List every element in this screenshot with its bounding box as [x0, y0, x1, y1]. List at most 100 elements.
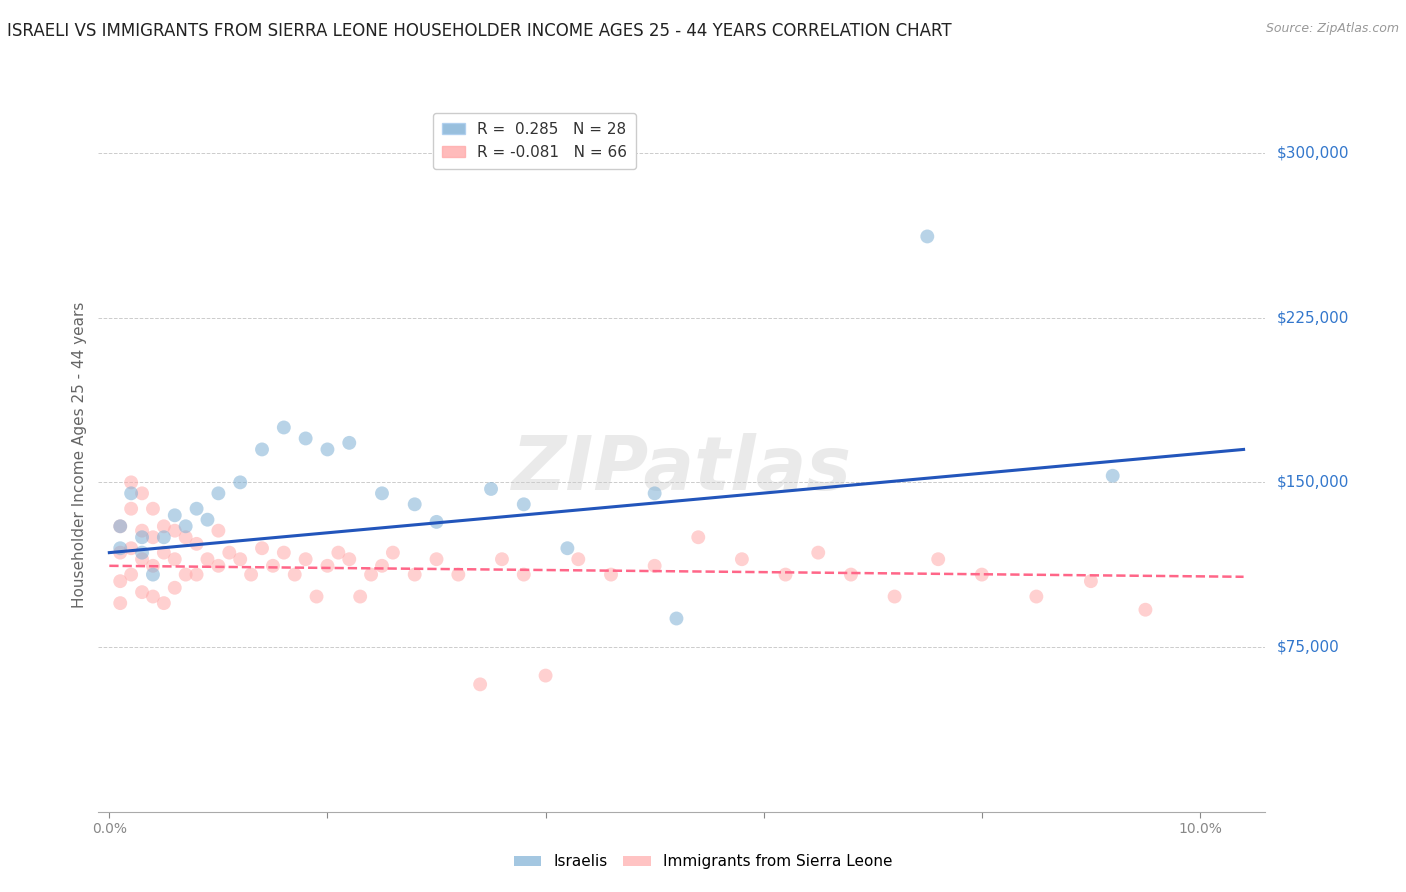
Legend: Israelis, Immigrants from Sierra Leone: Israelis, Immigrants from Sierra Leone — [508, 848, 898, 875]
Point — [316, 442, 339, 457]
Point — [110, 519, 132, 533]
Point — [807, 546, 830, 560]
Point — [513, 567, 536, 582]
Point — [142, 530, 165, 544]
Point — [110, 546, 132, 560]
Point — [839, 567, 862, 582]
Point — [163, 524, 186, 538]
Point — [273, 420, 295, 434]
Point — [120, 486, 142, 500]
Point — [557, 541, 579, 556]
Point — [479, 482, 502, 496]
Point — [131, 552, 153, 566]
Point — [142, 590, 165, 604]
Point — [337, 552, 360, 566]
Text: Source: ZipAtlas.com: Source: ZipAtlas.com — [1265, 22, 1399, 36]
Point — [1101, 468, 1123, 483]
Point — [404, 567, 426, 582]
Point — [186, 537, 208, 551]
Point — [250, 541, 273, 556]
Point — [120, 501, 142, 516]
Point — [120, 567, 142, 582]
Point — [197, 552, 219, 566]
Point — [120, 475, 142, 490]
Text: $225,000: $225,000 — [1277, 310, 1350, 326]
Point — [110, 541, 132, 556]
Point — [1025, 590, 1047, 604]
Point — [163, 508, 186, 523]
Point — [163, 552, 186, 566]
Point — [447, 567, 470, 582]
Point — [153, 546, 176, 560]
Point — [250, 442, 273, 457]
Point — [153, 530, 176, 544]
Point — [186, 567, 208, 582]
Point — [174, 567, 197, 582]
Point — [186, 501, 208, 516]
Point — [229, 475, 252, 490]
Point — [513, 497, 536, 511]
Point — [273, 546, 295, 560]
Point — [328, 546, 350, 560]
Point — [644, 486, 666, 500]
Point — [600, 567, 623, 582]
Point — [142, 567, 165, 582]
Point — [360, 567, 382, 582]
Point — [425, 515, 447, 529]
Point — [294, 552, 316, 566]
Point — [337, 435, 360, 450]
Text: $75,000: $75,000 — [1277, 640, 1340, 655]
Point — [110, 519, 132, 533]
Point — [207, 486, 229, 500]
Point — [316, 558, 339, 573]
Point — [404, 497, 426, 511]
Point — [775, 567, 797, 582]
Point — [294, 432, 316, 446]
Point — [110, 596, 132, 610]
Point — [131, 585, 153, 599]
Point — [567, 552, 589, 566]
Point — [218, 546, 240, 560]
Point — [970, 567, 993, 582]
Point — [917, 229, 939, 244]
Point — [305, 590, 328, 604]
Point — [349, 590, 371, 604]
Point — [142, 558, 165, 573]
Point — [665, 611, 688, 625]
Point — [425, 552, 447, 566]
Point — [174, 530, 197, 544]
Point — [731, 552, 754, 566]
Point — [110, 574, 132, 589]
Point — [229, 552, 252, 566]
Text: ISRAELI VS IMMIGRANTS FROM SIERRA LEONE HOUSEHOLDER INCOME AGES 25 - 44 YEARS CO: ISRAELI VS IMMIGRANTS FROM SIERRA LEONE … — [7, 22, 952, 40]
Point — [534, 668, 557, 682]
Point — [284, 567, 307, 582]
Point — [131, 530, 153, 544]
Point — [131, 546, 153, 560]
Point — [120, 541, 142, 556]
Point — [163, 581, 186, 595]
Point — [153, 519, 176, 533]
Text: ZIPatlas: ZIPatlas — [512, 433, 852, 506]
Point — [262, 558, 284, 573]
Point — [468, 677, 491, 691]
Text: $300,000: $300,000 — [1277, 145, 1350, 161]
Point — [153, 596, 176, 610]
Point — [644, 558, 666, 573]
Point — [927, 552, 949, 566]
Point — [371, 558, 394, 573]
Point — [207, 524, 229, 538]
Text: $150,000: $150,000 — [1277, 475, 1350, 490]
Point — [174, 519, 197, 533]
Point — [491, 552, 513, 566]
Point — [131, 524, 153, 538]
Point — [688, 530, 710, 544]
Point — [883, 590, 905, 604]
Point — [1135, 603, 1157, 617]
Point — [1080, 574, 1102, 589]
Point — [371, 486, 394, 500]
Point — [142, 501, 165, 516]
Point — [207, 558, 229, 573]
Point — [240, 567, 263, 582]
Y-axis label: Householder Income Ages 25 - 44 years: Householder Income Ages 25 - 44 years — [72, 301, 87, 608]
